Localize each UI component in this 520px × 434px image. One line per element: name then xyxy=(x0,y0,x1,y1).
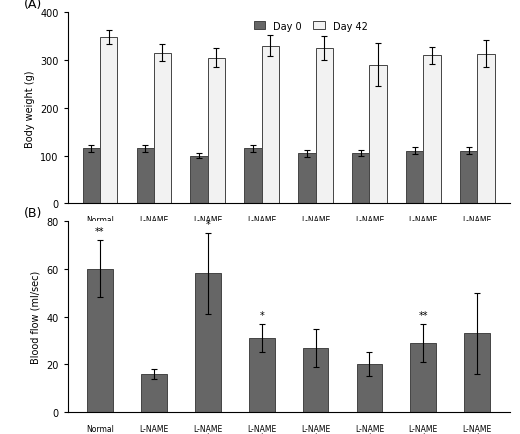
Text: L-NAME: L-NAME xyxy=(193,215,223,224)
Text: L-NAME: L-NAME xyxy=(463,215,492,224)
Text: L-NAME: L-NAME xyxy=(247,424,276,433)
Text: +: + xyxy=(366,431,373,434)
Text: L-NAME: L-NAME xyxy=(409,215,438,224)
Text: L-NAME: L-NAME xyxy=(139,215,168,224)
Text: +: + xyxy=(474,431,480,434)
Bar xyxy=(208,58,225,204)
Text: +: + xyxy=(420,431,426,434)
Text: M. nigra L.: M. nigra L. xyxy=(351,231,388,237)
Text: Normal: Normal xyxy=(86,424,114,433)
Text: L-NAME: L-NAME xyxy=(139,424,168,433)
Text: L-NAME: L-NAME xyxy=(409,424,438,433)
Bar xyxy=(316,49,333,204)
Bar xyxy=(298,154,316,204)
Text: L-NAME: L-NAME xyxy=(247,215,276,224)
Bar xyxy=(410,343,436,412)
Text: +: + xyxy=(474,223,480,232)
Text: S. miltiorrhiz: S. miltiorrhiz xyxy=(455,231,500,237)
Text: C. pinnatifida: C. pinnatifida xyxy=(238,231,285,237)
Bar xyxy=(357,365,382,412)
Legend: Day 0, Day 42: Day 0, Day 42 xyxy=(250,18,372,36)
Bar xyxy=(423,56,440,204)
Bar xyxy=(406,151,423,204)
Bar xyxy=(195,274,220,412)
Text: *: * xyxy=(205,220,210,230)
Y-axis label: Body weight (g): Body weight (g) xyxy=(24,70,34,147)
Text: E. ulmoides: E. ulmoides xyxy=(295,231,336,237)
Bar xyxy=(249,339,275,412)
Bar xyxy=(262,46,279,204)
Text: +: + xyxy=(204,223,211,232)
Text: L-NAME: L-NAME xyxy=(355,215,384,224)
Text: +: + xyxy=(258,431,265,434)
Bar xyxy=(464,333,490,412)
Text: C. cassia: C. cassia xyxy=(192,231,223,237)
Text: *: * xyxy=(259,310,264,320)
Text: L-NAME: L-NAME xyxy=(355,424,384,433)
Text: +: + xyxy=(258,223,265,232)
Text: L-NAME: L-NAME xyxy=(301,424,330,433)
Bar xyxy=(190,156,208,204)
Bar xyxy=(352,154,369,204)
Text: +: + xyxy=(366,223,373,232)
Text: L-NAME: L-NAME xyxy=(193,424,223,433)
Text: L-NAME: L-NAME xyxy=(301,215,330,224)
Text: **: ** xyxy=(95,227,105,237)
Bar xyxy=(244,149,262,204)
Bar xyxy=(460,151,477,204)
Bar xyxy=(100,38,117,204)
Bar xyxy=(369,66,387,204)
Text: +: + xyxy=(420,223,426,232)
Text: +: + xyxy=(204,431,211,434)
Text: **: ** xyxy=(419,310,428,320)
Text: (B): (B) xyxy=(23,207,42,220)
Text: +: + xyxy=(313,431,319,434)
Y-axis label: Blood flow (ml/sec): Blood flow (ml/sec) xyxy=(31,270,41,363)
Text: (A): (A) xyxy=(23,0,42,11)
Bar xyxy=(303,348,329,412)
Text: Normal: Normal xyxy=(86,215,114,224)
Bar xyxy=(83,149,100,204)
Text: L-NAME: L-NAME xyxy=(463,424,492,433)
Bar xyxy=(154,54,171,204)
Text: P. vulgaris: P. vulgaris xyxy=(406,231,441,237)
Bar xyxy=(141,374,167,412)
Text: +: + xyxy=(313,223,319,232)
Bar xyxy=(87,269,113,412)
Bar xyxy=(137,149,154,204)
Bar xyxy=(477,55,495,204)
